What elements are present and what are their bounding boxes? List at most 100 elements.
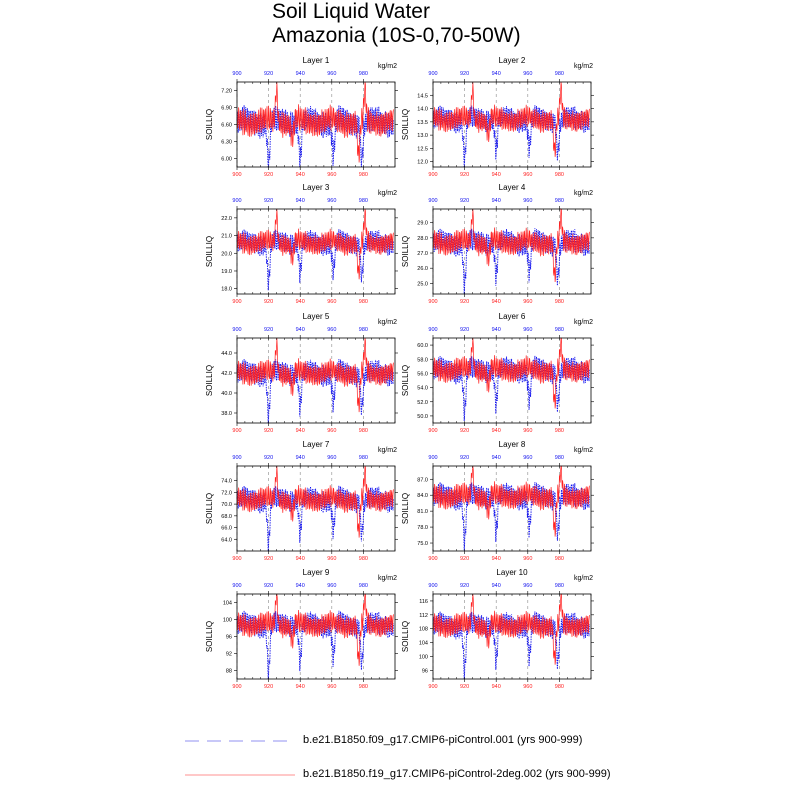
y-tick-label: 104 <box>419 641 428 647</box>
y-axis-label: SOILLIQ <box>205 621 214 652</box>
x-tick-label-top: 960 <box>327 198 336 204</box>
x-tick-label-top: 940 <box>296 198 305 204</box>
x-tick-label-bottom: 960 <box>523 172 532 178</box>
x-tick-label-top: 900 <box>428 198 437 204</box>
x-tick-label-top: 940 <box>492 583 501 589</box>
x-tick-label-top: 980 <box>359 327 368 333</box>
series-line-f19 <box>236 593 394 666</box>
x-tick-label-bottom: 940 <box>296 684 305 690</box>
x-tick-label-top: 900 <box>232 327 241 333</box>
series-line-f19 <box>432 593 590 665</box>
panel-title: Layer 4 <box>499 183 526 192</box>
units-label: kg/m2 <box>574 63 593 70</box>
x-tick-label-top: 920 <box>460 71 469 77</box>
panel-layer-3: Layer 3 kg/m2 SOILLIQ 900 900 920 920 940 940 960… <box>205 183 398 305</box>
x-tick-label-top: 920 <box>264 583 273 589</box>
x-tick-label-top: 960 <box>327 455 336 461</box>
x-tick-label-bottom: 980 <box>555 428 564 434</box>
panel-title: Layer 6 <box>499 312 526 321</box>
x-tick-label-top: 940 <box>296 71 305 77</box>
x-tick-label-top: 960 <box>523 455 532 461</box>
x-tick-label-top: 900 <box>232 455 241 461</box>
y-tick-label: 84.0 <box>417 493 428 499</box>
units-label: kg/m2 <box>574 190 593 197</box>
y-tick-label: 70.0 <box>221 502 232 508</box>
x-tick-label-top: 980 <box>555 71 564 77</box>
panel-layer-9: Layer 9 kg/m2 SOILLIQ 900 900 920 920 940 940 960… <box>205 568 398 690</box>
x-tick-label-bottom: 960 <box>327 556 336 562</box>
units-label: kg/m2 <box>574 447 593 454</box>
x-tick-label-bottom: 960 <box>327 428 336 434</box>
units-label: kg/m2 <box>574 575 593 582</box>
x-tick-label-top: 960 <box>523 327 532 333</box>
panel-layer-8: Layer 8 kg/m2 SOILLIQ 900 900 920 920 940 940 960… <box>401 440 594 562</box>
x-tick-label-bottom: 980 <box>555 299 564 305</box>
x-tick-label-top: 960 <box>327 327 336 333</box>
x-tick-label-bottom: 960 <box>523 556 532 562</box>
series-line-f19 <box>432 208 590 283</box>
x-tick-label-top: 900 <box>428 327 437 333</box>
y-axis-label: SOILLIQ <box>205 365 214 396</box>
x-tick-label-bottom: 960 <box>327 299 336 305</box>
x-tick-label-top: 960 <box>523 583 532 589</box>
x-tick-label-bottom: 940 <box>492 172 501 178</box>
x-tick-label-bottom: 920 <box>264 684 273 690</box>
x-tick-label-bottom: 980 <box>359 299 368 305</box>
y-tick-label: 12.5 <box>417 146 428 152</box>
y-tick-label: 116 <box>419 599 428 605</box>
y-axis-label: SOILLIQ <box>401 236 410 267</box>
x-tick-label-top: 980 <box>359 71 368 77</box>
x-tick-label-bottom: 900 <box>428 684 437 690</box>
panel-title: Layer 5 <box>303 312 330 321</box>
y-tick-label: 6.90 <box>221 106 232 112</box>
y-axis-label: SOILLIQ <box>401 109 410 140</box>
x-tick-label-top: 920 <box>460 327 469 333</box>
x-tick-label-bottom: 980 <box>359 172 368 178</box>
series-line-f19 <box>236 337 394 413</box>
y-tick-label: 108 <box>419 627 428 633</box>
y-tick-label: 12.0 <box>417 160 428 166</box>
panel-title: Layer 2 <box>499 56 526 65</box>
x-tick-label-bottom: 920 <box>460 684 469 690</box>
x-tick-label-bottom: 980 <box>359 556 368 562</box>
chart-panels: Layer 1 kg/m2 SOILLIQ 900 900 920 920 940 940 960… <box>205 56 594 690</box>
y-tick-label: 74.0 <box>221 479 232 485</box>
y-tick-label: 72.0 <box>221 490 232 496</box>
y-tick-label: 28.0 <box>417 236 428 242</box>
y-tick-label: 29.0 <box>417 221 428 227</box>
x-tick-label-top: 920 <box>264 455 273 461</box>
x-tick-label-top: 900 <box>232 583 241 589</box>
x-tick-label-bottom: 920 <box>460 172 469 178</box>
y-tick-label: 66.0 <box>221 526 232 532</box>
x-tick-label-bottom: 920 <box>264 556 273 562</box>
x-tick-label-top: 900 <box>232 198 241 204</box>
x-tick-label-top: 960 <box>523 198 532 204</box>
x-tick-label-bottom: 900 <box>232 556 241 562</box>
series-line-f19 <box>432 337 590 409</box>
units-label: kg/m2 <box>378 190 397 197</box>
y-tick-label: 22.0 <box>221 216 232 222</box>
y-tick-label: 75.0 <box>417 541 428 547</box>
series-line-f19 <box>432 81 590 157</box>
figure-title-line2: Amazonia (10S-0,70-50W) <box>272 24 521 47</box>
y-tick-label: 100 <box>419 654 428 660</box>
x-tick-label-top: 940 <box>492 455 501 461</box>
x-tick-label-top: 920 <box>264 71 273 77</box>
y-tick-label: 26.0 <box>417 266 428 272</box>
x-tick-label-top: 920 <box>460 455 469 461</box>
y-tick-label: 60.0 <box>417 343 428 349</box>
legend-label-series1: b.e21.B1850.f09_g17.CMIP6-piControl.001 … <box>303 734 583 746</box>
y-tick-label: 20.0 <box>221 251 232 257</box>
x-tick-label-bottom: 920 <box>460 299 469 305</box>
y-tick-label: 6.00 <box>221 157 232 163</box>
y-tick-label: 100 <box>223 618 232 624</box>
units-label: kg/m2 <box>378 63 397 70</box>
x-tick-label-bottom: 940 <box>492 299 501 305</box>
x-tick-label-top: 940 <box>492 327 501 333</box>
x-tick-label-top: 920 <box>264 327 273 333</box>
x-tick-label-bottom: 960 <box>327 684 336 690</box>
panel-layer-10: Layer 10 kg/m2 SOILLIQ 900 900 920 920 940 940 96… <box>401 568 594 690</box>
x-tick-label-bottom: 940 <box>492 556 501 562</box>
x-tick-label-top: 920 <box>460 583 469 589</box>
x-tick-label-bottom: 900 <box>428 556 437 562</box>
